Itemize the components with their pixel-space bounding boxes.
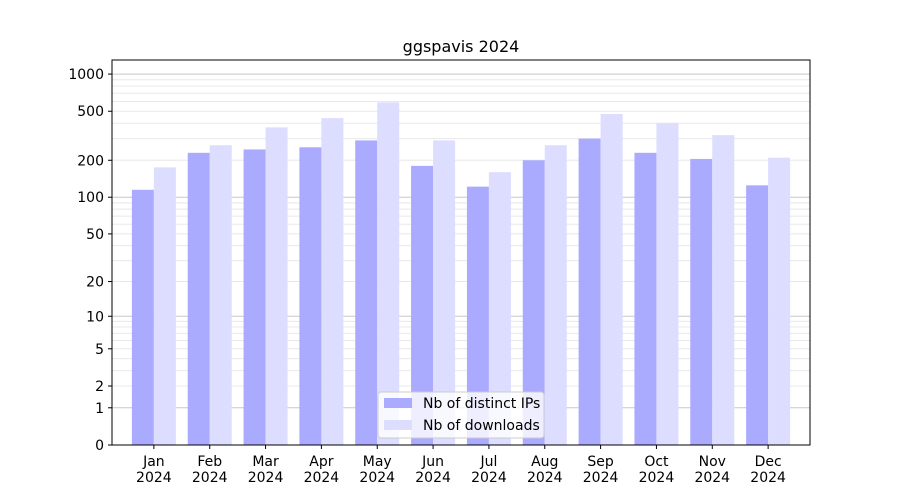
bar-downloads: [600, 113, 623, 445]
y-tick-label: 1: [95, 401, 104, 417]
bar-distinct-ips: [746, 185, 769, 446]
legend-label: Nb of distinct IPs: [423, 396, 540, 412]
plot-frame: [111, 59, 811, 446]
legend-label: Nb of downloads: [423, 418, 540, 434]
bar-downloads: [712, 135, 735, 445]
y-tick-label: 1000: [68, 67, 104, 83]
legend-swatch: [384, 420, 412, 430]
bar-distinct-ips: [690, 158, 713, 445]
x-tick-label: Apr 2024: [304, 454, 340, 486]
bar-downloads: [153, 167, 176, 445]
bar-downloads: [656, 123, 679, 446]
y-tick-label: 50: [86, 227, 104, 243]
bar-distinct-ips: [466, 186, 489, 445]
y-tick-label: 20: [86, 275, 104, 291]
y-tick-label: 0: [95, 438, 104, 454]
bar-distinct-ips: [411, 165, 434, 446]
legend-box: [377, 391, 545, 439]
bar-distinct-ips: [634, 152, 657, 445]
bar-distinct-ips: [355, 140, 378, 445]
x-tick-label: Aug 2024: [527, 454, 563, 486]
bar-distinct-ips: [187, 152, 210, 445]
bar-distinct-ips: [522, 160, 545, 445]
y-tick-label: 100: [77, 190, 104, 206]
y-tick-label: 5: [95, 342, 104, 358]
y-axis: 0 1 2 5 10 20 50 100 200 500 1000: [68, 67, 112, 454]
bar-downloads: [209, 145, 232, 445]
x-tick-label: Mar 2024: [248, 454, 284, 486]
bars: [131, 102, 791, 446]
bar-downloads: [265, 127, 288, 446]
bar-downloads: [768, 157, 791, 445]
y-tick-label: 200: [77, 153, 104, 169]
bar-distinct-ips: [578, 138, 601, 445]
bar-downloads: [321, 118, 344, 445]
chart-title: ggspavis 2024: [403, 37, 520, 56]
legend-swatch: [384, 398, 412, 408]
y-tick-label: 10: [86, 309, 104, 325]
x-tick-label: Sep 2024: [583, 454, 619, 486]
x-tick-label: Nov 2024: [694, 454, 730, 486]
bar-downloads: [377, 102, 400, 445]
legend: Nb of distinct IPs Nb of downloads: [377, 391, 545, 439]
x-tick-label: Jul 2024: [471, 454, 507, 486]
y-tick-label: 500: [77, 104, 104, 120]
x-tick-label: Jun 2024: [415, 454, 451, 486]
x-axis: Jan 2024 Feb 2024 Mar 2024 Apr 2024 May 2024 Jun 20…: [136, 445, 786, 486]
y-tick-label: 2: [95, 379, 104, 395]
x-tick-label: May 2024: [359, 454, 395, 486]
bar-downloads: [544, 145, 567, 445]
x-tick-label: Jan 2024: [136, 454, 172, 486]
x-tick-label: Oct 2024: [639, 454, 675, 486]
bar-downloads: [433, 140, 456, 445]
x-tick-label: Dec 2024: [750, 454, 786, 486]
bar-distinct-ips: [131, 189, 154, 445]
bar-distinct-ips: [299, 147, 322, 445]
bar-downloads: [488, 172, 511, 446]
bar-distinct-ips: [243, 149, 266, 445]
x-tick-label: Feb 2024: [192, 454, 228, 486]
